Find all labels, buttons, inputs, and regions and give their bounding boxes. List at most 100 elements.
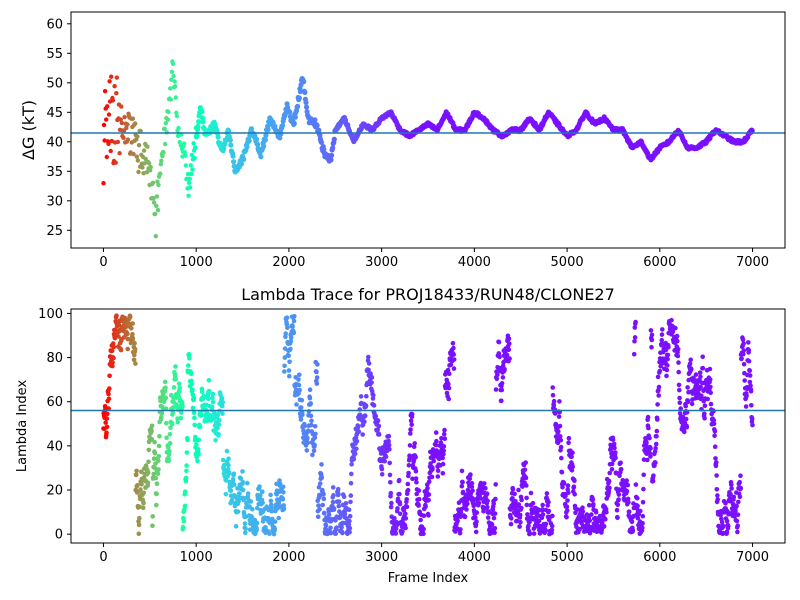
lambda-point bbox=[658, 363, 663, 369]
lambda-point bbox=[347, 518, 352, 524]
lambda-point bbox=[104, 430, 109, 436]
lambda-point bbox=[175, 420, 180, 425]
delta-g-point bbox=[119, 104, 124, 109]
lambda-point bbox=[474, 519, 479, 524]
lambda-point bbox=[524, 502, 530, 508]
delta-g-point bbox=[109, 138, 115, 144]
lambda-point bbox=[118, 347, 124, 353]
delta-g-point bbox=[265, 127, 271, 133]
lambda-point bbox=[421, 526, 426, 532]
lambda-point bbox=[243, 526, 248, 531]
delta-g-y-tick-label: 25 bbox=[46, 224, 63, 239]
lambda-point bbox=[593, 509, 599, 515]
lambda-point bbox=[304, 448, 310, 453]
lambda-point bbox=[369, 375, 375, 380]
lambda-point bbox=[405, 481, 411, 487]
delta-g-point bbox=[187, 176, 192, 181]
lambda-point bbox=[441, 431, 447, 437]
lambda-point bbox=[219, 395, 225, 401]
lambda-point bbox=[260, 489, 265, 495]
lambda-point bbox=[396, 477, 402, 483]
lambda-point bbox=[238, 476, 244, 481]
delta-g-point bbox=[140, 165, 145, 170]
lambda-point bbox=[371, 403, 377, 408]
delta-g-x-tick-label: 4000 bbox=[458, 255, 491, 270]
lambda-point bbox=[133, 361, 138, 366]
delta-g-point bbox=[136, 169, 141, 175]
lambda-point bbox=[240, 469, 245, 474]
lambda-point bbox=[393, 526, 399, 531]
lambda-point bbox=[326, 512, 332, 517]
lambda-point bbox=[328, 530, 334, 536]
lambda-point bbox=[723, 501, 728, 506]
lambda-point bbox=[401, 507, 407, 513]
lambda-point bbox=[580, 509, 586, 514]
lambda-point bbox=[729, 486, 734, 491]
lambda-point bbox=[282, 363, 287, 369]
lambda-point bbox=[371, 392, 376, 398]
lambda-point bbox=[496, 339, 502, 345]
lambda-point bbox=[618, 467, 624, 472]
delta-g-point bbox=[278, 131, 284, 137]
lambda-point bbox=[493, 482, 499, 487]
lambda-point bbox=[280, 484, 286, 490]
lambda-point bbox=[210, 391, 216, 397]
delta-g-point bbox=[303, 99, 309, 106]
delta-g-point bbox=[143, 156, 148, 162]
delta-g-point bbox=[201, 126, 207, 132]
lambda-point bbox=[556, 414, 562, 419]
lambda-point bbox=[712, 428, 718, 434]
lambda-point bbox=[149, 423, 155, 429]
lambda-point bbox=[741, 341, 746, 346]
lambda-point bbox=[586, 502, 592, 508]
lambda-point bbox=[141, 490, 147, 496]
delta-g-point bbox=[297, 89, 303, 95]
lambda-point bbox=[163, 406, 169, 411]
lambda-point bbox=[504, 352, 510, 358]
delta-g-point bbox=[316, 127, 322, 133]
lambda-point bbox=[550, 385, 555, 390]
lambda-point bbox=[519, 497, 524, 503]
lambda-point bbox=[646, 425, 651, 431]
lambda-point bbox=[298, 405, 304, 410]
lambda-point bbox=[685, 385, 690, 390]
lambda-point bbox=[564, 514, 569, 520]
lambda-point bbox=[297, 387, 302, 393]
lambda-point bbox=[433, 430, 439, 435]
lambda-point bbox=[749, 403, 754, 408]
lambda-point bbox=[524, 495, 529, 501]
lambda-point bbox=[413, 476, 419, 481]
lambda-point bbox=[181, 519, 187, 524]
delta-g-point bbox=[312, 117, 318, 123]
lambda-point bbox=[360, 432, 366, 437]
delta-g-y-tick-label: 30 bbox=[46, 194, 63, 209]
lambda-point bbox=[570, 464, 575, 470]
delta-g-point bbox=[151, 200, 157, 205]
lambda-point bbox=[462, 514, 468, 520]
lambda-point bbox=[435, 468, 441, 474]
lambda-point bbox=[635, 495, 640, 501]
lambda-point bbox=[569, 454, 574, 460]
lambda-point bbox=[404, 497, 410, 502]
lambda-point bbox=[162, 379, 168, 385]
lambda-point bbox=[556, 429, 561, 434]
lambda-point bbox=[323, 523, 329, 528]
lambda-point bbox=[276, 500, 282, 505]
lambda-point bbox=[616, 497, 621, 502]
lambda-point bbox=[312, 442, 317, 448]
lambda-point bbox=[347, 513, 353, 519]
lambda-point bbox=[388, 480, 393, 485]
lambda-point bbox=[291, 330, 297, 336]
lambda-point bbox=[632, 335, 638, 340]
lambda-point bbox=[473, 515, 478, 520]
delta-g-point bbox=[153, 211, 158, 217]
lambda-point bbox=[506, 347, 512, 353]
lambda-point bbox=[163, 385, 168, 391]
lambda-point bbox=[131, 357, 137, 363]
lambda-point bbox=[685, 398, 691, 404]
lambda-point bbox=[407, 456, 413, 461]
lambda-point bbox=[702, 416, 707, 421]
lambda-point bbox=[247, 504, 252, 509]
delta-g-point bbox=[295, 103, 301, 109]
lambda-point bbox=[400, 529, 405, 534]
